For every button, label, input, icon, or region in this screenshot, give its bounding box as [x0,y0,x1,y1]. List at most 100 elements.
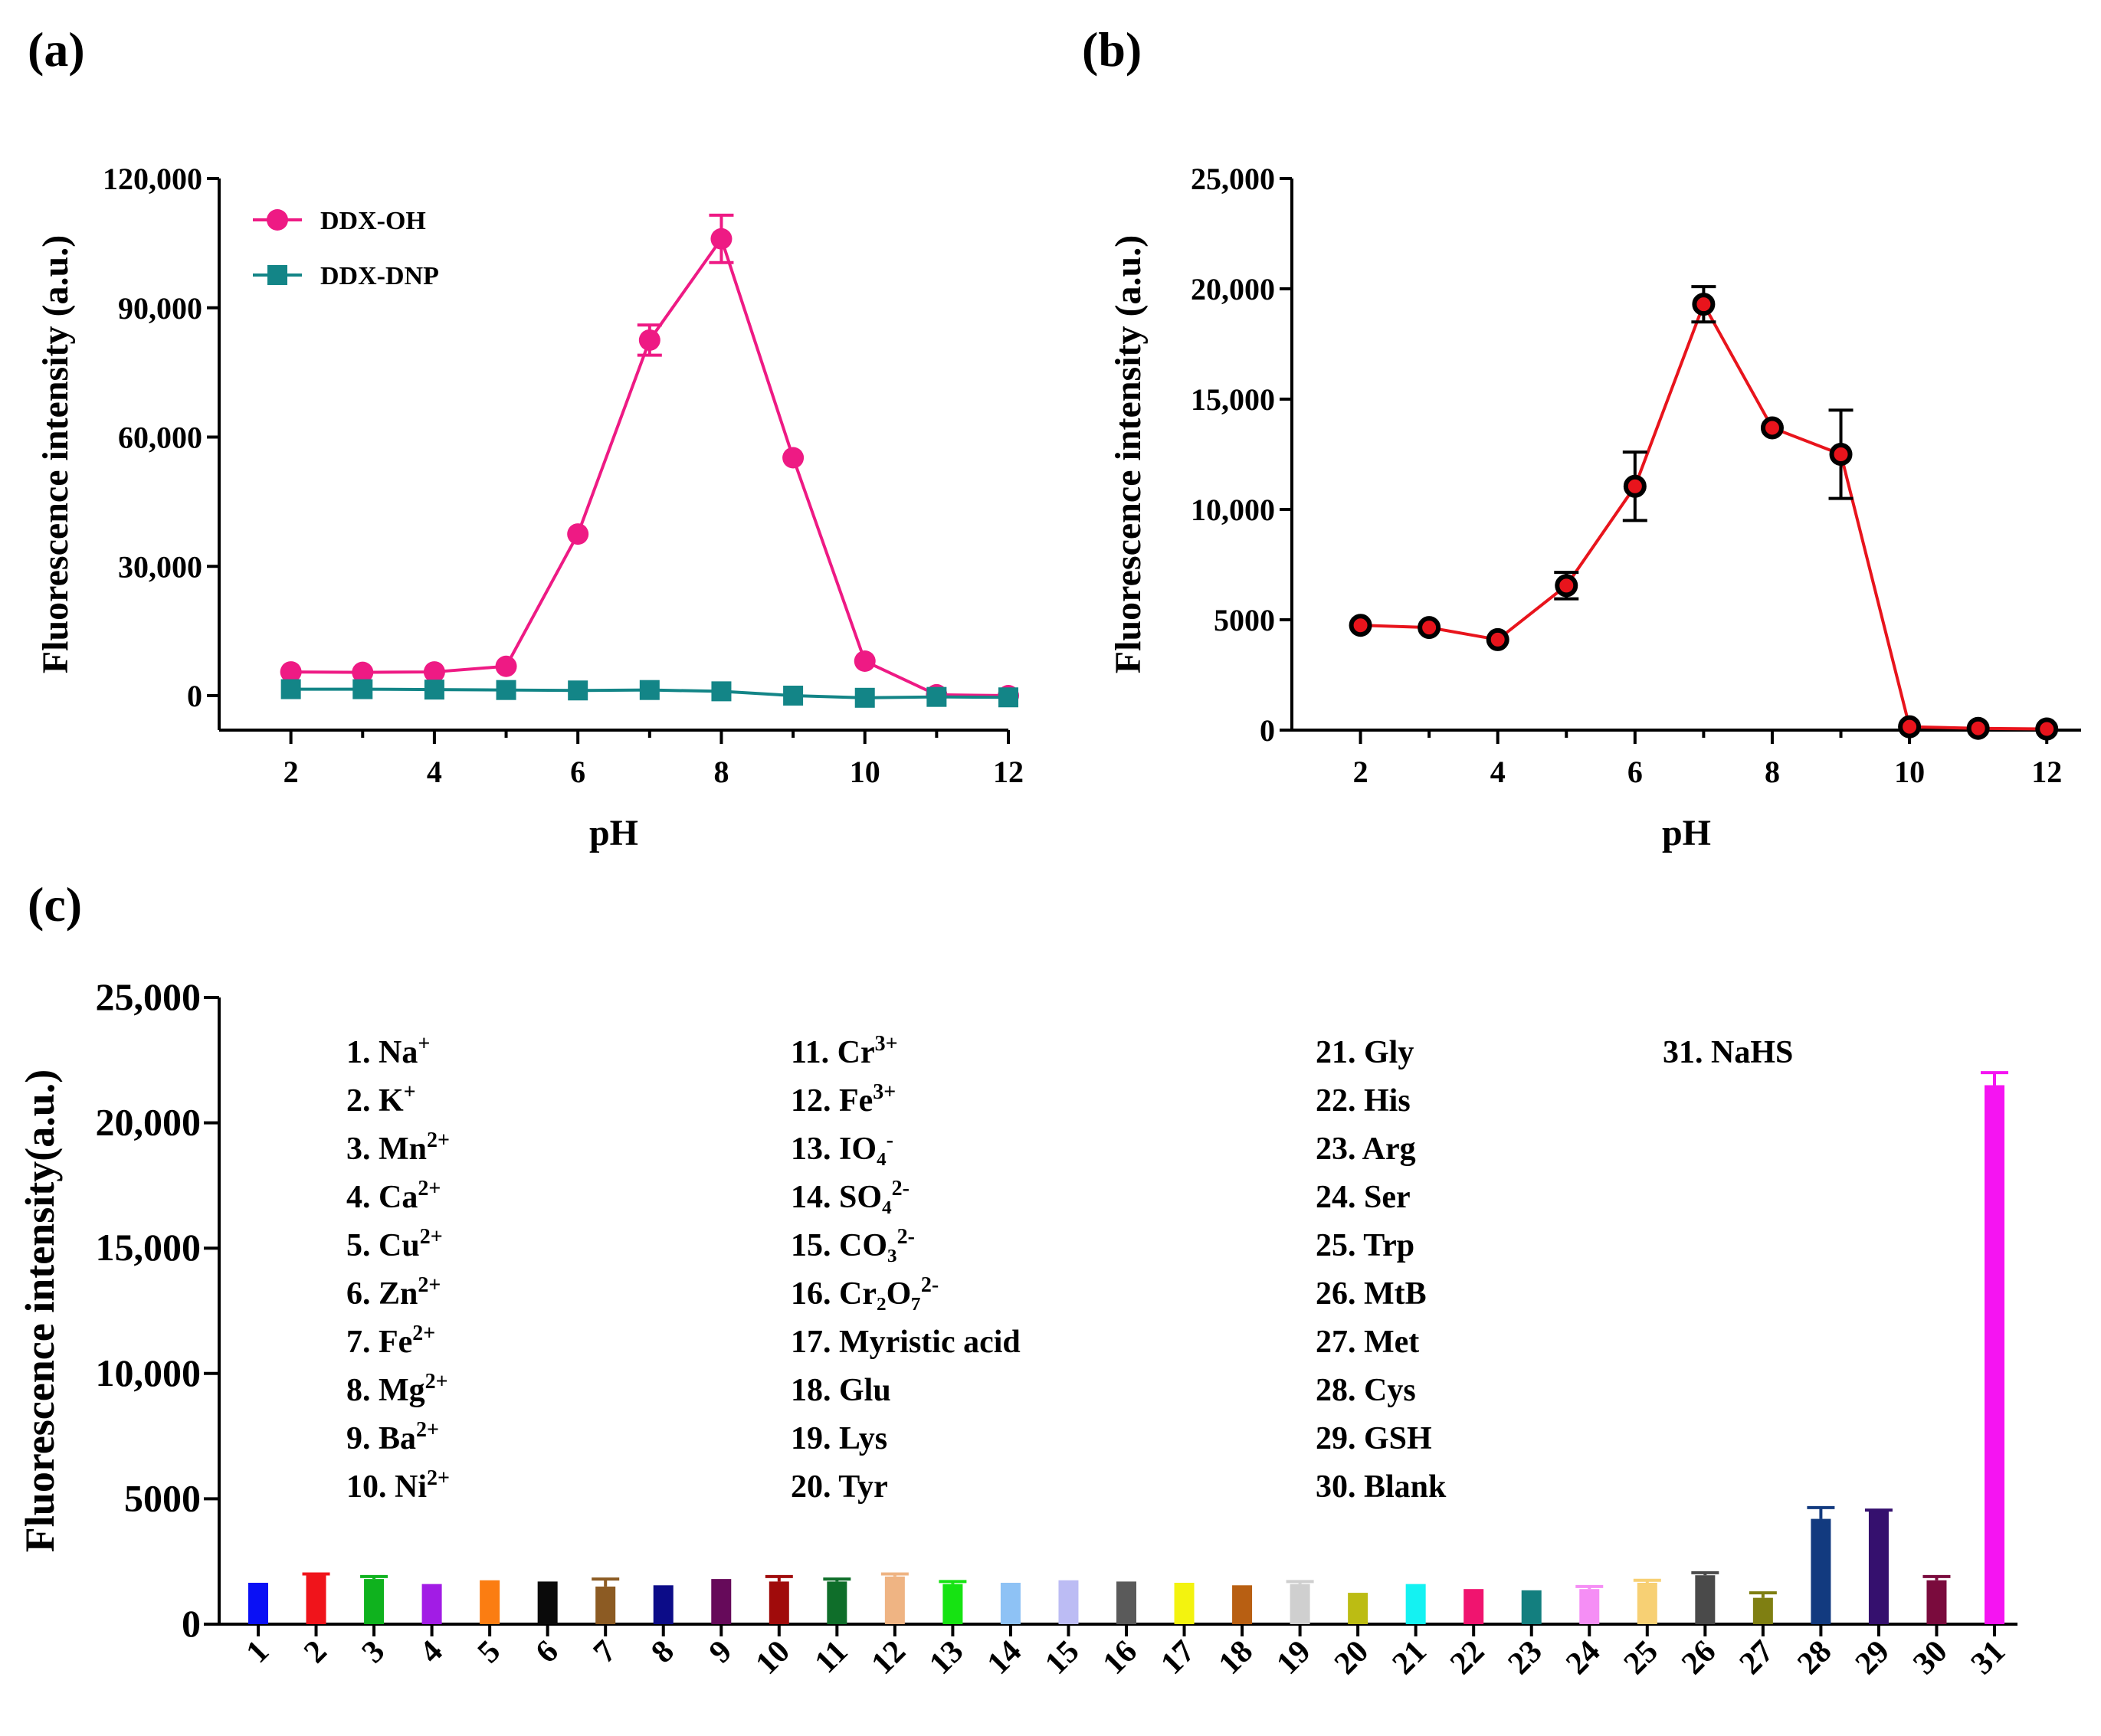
bar [1637,1583,1657,1624]
bar [595,1586,616,1624]
x-tick-label: 8 [713,755,729,789]
data-point [1829,443,1853,466]
key-item-label: 12. Fe [791,1083,873,1119]
legend-marker [267,265,287,285]
bar [884,1576,905,1624]
key-item-label: 28. Cys [1316,1373,1416,1408]
bar-13 [939,1580,967,1624]
key-item: 8. Mg2+ [346,1370,448,1408]
data-point [352,661,374,683]
key-item-charge: 3+ [873,1080,896,1104]
series-line [290,235,1009,697]
bar [1926,1580,1947,1624]
bar [1232,1585,1253,1624]
key-item: 11. Cr3+ [791,1032,898,1070]
bar [1752,1597,1773,1624]
y-tick-label: 15,000 [96,1226,202,1269]
key-item-label: 9. Ba [346,1421,416,1456]
key-item-label: 4. Ca [346,1180,418,1215]
bar [1290,1584,1310,1624]
key-item-charge: 2+ [425,1370,448,1394]
panel-label-a: (a) [28,22,85,77]
bar-8 [653,1585,674,1624]
y-tick-label: 5000 [124,1476,201,1519]
bar [1405,1584,1426,1624]
y-tick-label: 60,000 [118,421,202,455]
x-category-label: 6 [529,1634,565,1670]
legend-marker [267,209,288,231]
key-item: 23. Arg [1316,1132,1416,1167]
key-item-label: 17. Myristic acid [791,1325,1021,1360]
key-item: 26. MtB [1316,1276,1427,1312]
data-point [423,661,445,683]
key-item-label: 21. Gly [1316,1035,1414,1070]
bar-9 [711,1579,732,1624]
key-item-label: 5. Cu [346,1228,420,1263]
bar [942,1584,963,1624]
y-tick-label: 25,000 [96,975,202,1018]
key-item: 9. Ba2+ [346,1418,439,1456]
key-item: 21. Gly [1316,1035,1414,1070]
key-item: 5. Cu2+ [346,1225,443,1263]
x-category-label: 8 [644,1634,680,1670]
data-point [711,681,732,702]
bar-19 [1286,1580,1314,1624]
bar-14 [1000,1583,1021,1624]
x-category-label: 1 [240,1634,276,1670]
legend-item: DDX-DNP [253,262,439,290]
x-category-label: 3 [356,1634,392,1670]
y-tick-label: 90,000 [118,291,202,326]
bar-22 [1463,1589,1484,1624]
key-item-label: 26. MtB [1316,1276,1427,1312]
x-category-label: 9 [703,1634,739,1670]
key-item-charge: 2+ [416,1418,439,1442]
key-item: 12. Fe3+ [791,1080,896,1119]
data-point [782,447,805,469]
key-item: 4. Ca2+ [346,1177,441,1215]
key-item: 20. Tyr [791,1469,888,1505]
series-0 [1349,285,2059,741]
key-item: 30. Blank [1316,1469,1447,1505]
data-point [424,680,444,700]
key-item-charge: - [887,1128,893,1152]
x-category-label: 25 [1618,1634,1665,1682]
y-tick-label: 10,000 [1191,493,1275,527]
key-item: 15. CO₃2- [791,1225,915,1263]
x-category-label: 20 [1328,1634,1375,1682]
x-tick-label: 12 [993,755,1024,789]
bar [537,1581,558,1624]
bar [1811,1518,1831,1624]
x-tick-label: 10 [850,755,880,789]
x-tick-label: 8 [1765,755,1780,789]
y-axis-title: Fluorescence intensity (a.u.) [35,235,76,673]
y-tick-label: 120,000 [103,162,202,196]
key-item-label: 6. Zn [346,1276,418,1312]
y-tick-label: 0 [1260,713,1275,748]
x-category-label: 24 [1559,1634,1607,1682]
x-category-label: 17 [1154,1634,1201,1682]
bar [421,1584,442,1624]
bar [1174,1583,1195,1624]
key-item-charge: 2+ [427,1128,450,1152]
y-axis-title: Fluorescence intensity(a.u.) [17,1069,63,1552]
x-category-label: 27 [1733,1634,1781,1682]
data-point [783,686,804,706]
data-point [638,329,660,351]
panel-label-c: (c) [28,877,82,932]
x-category-label: 26 [1675,1634,1722,1682]
bar-23 [1521,1590,1542,1624]
series-line [1360,300,2047,731]
key-item: 16. Cr₂O₇2- [791,1273,939,1312]
key-item: 13. IO₄- [791,1128,893,1167]
y-tick-label: 0 [187,679,202,713]
data-point [1349,614,1372,637]
bar-10 [765,1574,793,1624]
key-item-charge: 2- [892,1177,910,1200]
key-item-label: 19. Lys [791,1421,887,1456]
bar-20 [1348,1593,1368,1624]
data-point [1898,715,1922,739]
x-category-label: 30 [1906,1634,1954,1682]
key-item: 29. GSH [1316,1421,1432,1456]
bar-11 [823,1577,851,1624]
